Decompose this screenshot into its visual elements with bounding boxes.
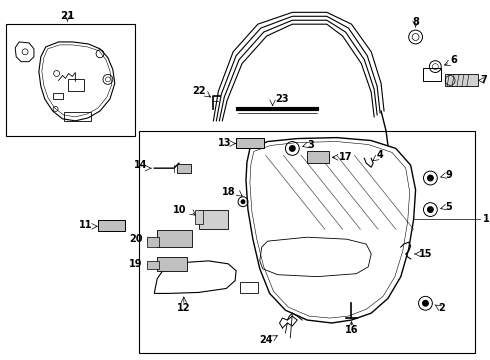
Text: 4: 4 bbox=[376, 150, 383, 160]
Bar bbox=[423, 68, 441, 81]
Circle shape bbox=[422, 300, 429, 307]
Text: 7: 7 bbox=[481, 75, 488, 85]
Text: 23: 23 bbox=[276, 94, 289, 104]
Text: 14: 14 bbox=[134, 160, 147, 170]
Bar bbox=[157, 257, 187, 271]
Text: 6: 6 bbox=[450, 55, 457, 65]
Text: 2: 2 bbox=[438, 303, 445, 313]
Text: 17: 17 bbox=[339, 152, 352, 162]
Text: 22: 22 bbox=[192, 86, 205, 96]
Bar bbox=[157, 230, 192, 247]
Text: 9: 9 bbox=[445, 170, 452, 180]
Bar bbox=[98, 220, 124, 231]
Text: 1: 1 bbox=[483, 215, 490, 224]
Text: 3: 3 bbox=[307, 140, 314, 150]
Text: 18: 18 bbox=[221, 187, 235, 197]
Text: 16: 16 bbox=[345, 325, 358, 335]
Text: 12: 12 bbox=[177, 303, 191, 313]
Bar bbox=[147, 237, 159, 247]
Bar bbox=[307, 152, 329, 163]
Bar bbox=[198, 210, 228, 229]
Text: 21: 21 bbox=[60, 11, 74, 21]
Bar bbox=[147, 261, 159, 269]
Bar bbox=[177, 164, 191, 173]
Text: 10: 10 bbox=[173, 204, 187, 215]
Bar bbox=[195, 210, 202, 224]
Circle shape bbox=[427, 175, 434, 181]
Bar bbox=[52, 93, 63, 99]
Text: 15: 15 bbox=[418, 249, 432, 259]
Bar bbox=[240, 282, 258, 293]
Text: 20: 20 bbox=[129, 234, 143, 244]
Text: 5: 5 bbox=[445, 202, 452, 212]
Bar bbox=[6, 24, 135, 136]
Text: 8: 8 bbox=[412, 17, 419, 27]
Text: 13: 13 bbox=[218, 138, 231, 148]
Circle shape bbox=[427, 206, 434, 213]
Bar bbox=[64, 112, 91, 121]
Bar bbox=[69, 80, 84, 91]
Bar bbox=[140, 131, 475, 352]
Circle shape bbox=[241, 199, 245, 204]
Bar bbox=[236, 138, 264, 148]
Text: 24: 24 bbox=[259, 335, 272, 345]
Text: 11: 11 bbox=[78, 220, 92, 230]
Bar bbox=[445, 75, 478, 86]
Text: 19: 19 bbox=[129, 259, 143, 269]
Circle shape bbox=[289, 145, 296, 152]
